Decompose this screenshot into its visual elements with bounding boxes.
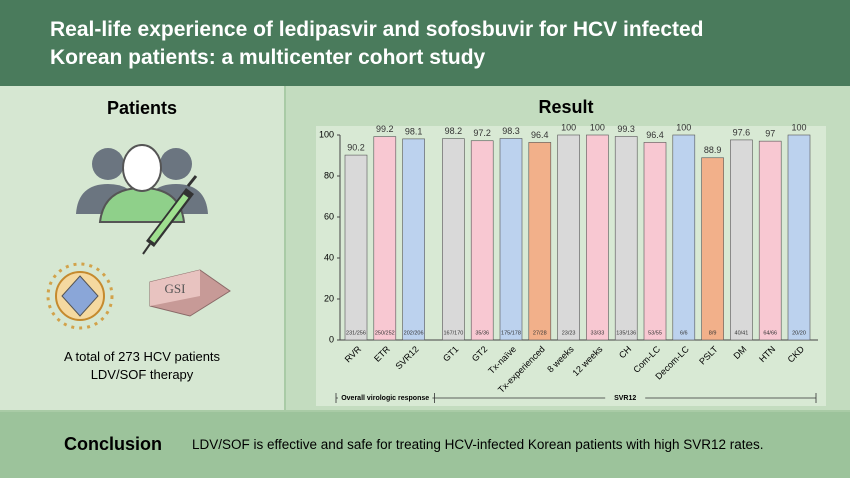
count-label: 27/28 <box>533 330 547 336</box>
chart: Result 02040608010090.2231/256RVR99.2250… <box>316 97 826 406</box>
conclusion-heading: Conclusion <box>64 434 162 454</box>
count-label: 8/9 <box>709 330 717 336</box>
bar <box>787 134 811 341</box>
value-label: 96.4 <box>646 130 664 140</box>
y-tick-label: 0 <box>329 334 334 344</box>
value-label: 100 <box>676 122 691 132</box>
caption-line: LDV/SOF therapy <box>90 367 194 382</box>
y-tick-label: 20 <box>324 293 334 303</box>
caption: A total of 273 HCV patients LDV/SOF ther… <box>0 348 284 384</box>
title-line: Real-life experience of ledipasvir and s… <box>50 18 704 41</box>
value-label: 100 <box>791 122 806 132</box>
title-line: Korean patients: a multicenter cohort st… <box>50 46 486 69</box>
pill-icon <box>149 269 231 317</box>
icons: GSI <box>46 144 231 330</box>
bar <box>643 142 667 341</box>
bar <box>402 138 425 341</box>
y-tick-label: 40 <box>324 252 334 262</box>
bar <box>442 138 465 341</box>
syringe-icon <box>142 175 198 255</box>
bar <box>614 136 638 341</box>
count-label: 202/206 <box>404 330 424 336</box>
count-label: 40/41 <box>735 330 749 336</box>
value-label: 99.3 <box>617 124 635 134</box>
y-tick-label: 80 <box>324 170 334 180</box>
value-label: 96.4 <box>531 130 549 140</box>
value-label: 98.2 <box>445 126 463 136</box>
patients-panel: Patients GSI A total of 273 HCV patients… <box>0 86 284 410</box>
count-label: 6/6 <box>680 330 688 336</box>
bar <box>470 140 494 341</box>
y-tick-label: 100 <box>319 129 334 139</box>
count-label: 175/178 <box>501 330 521 336</box>
bar <box>499 138 523 341</box>
group-label: SVR12 <box>614 395 636 402</box>
value-label: 97.6 <box>733 127 751 137</box>
value-label: 99.2 <box>376 124 394 134</box>
count-label: 33/33 <box>591 330 605 336</box>
group-label-bg <box>605 393 646 403</box>
value-label: 100 <box>561 122 576 132</box>
virus-icon <box>46 262 114 330</box>
bar <box>701 157 724 341</box>
count-label: 135/136 <box>616 330 636 336</box>
bar <box>672 134 696 341</box>
bar <box>528 142 552 341</box>
conclusion-text: LDV/SOF is effective and safe for treati… <box>192 437 764 452</box>
count-label: 53/55 <box>648 330 662 336</box>
value-label: 88.9 <box>704 145 722 155</box>
count-label: 231/256 <box>346 330 366 336</box>
group-label-bg <box>338 393 433 403</box>
result-panel: Result 0 20 40 60 80 100 90.2 231/256 RVR 99.2 250… <box>286 86 850 410</box>
y-tick-label: 60 <box>324 211 334 221</box>
caption-line: A total of 273 HCV patients <box>63 349 221 364</box>
value-label: 100 <box>590 122 605 132</box>
value-label: 98.3 <box>502 126 520 136</box>
value-label: 98.1 <box>405 126 423 136</box>
count-label: 167/170 <box>443 330 463 336</box>
count-label: 35/36 <box>475 330 489 336</box>
count-label: 64/66 <box>763 330 777 336</box>
count-label: 20/20 <box>792 330 806 336</box>
value-label: 90.2 <box>347 142 365 152</box>
bar <box>344 154 368 341</box>
bar <box>373 136 397 341</box>
chart-title: Result <box>538 97 593 117</box>
value-label: 97.2 <box>473 128 491 138</box>
value-label: 97 <box>765 129 775 139</box>
pill-label: GSI <box>165 281 186 296</box>
bar <box>730 139 753 341</box>
conclusion: Conclusion LDV/SOF is effective and safe… <box>0 412 850 478</box>
bar <box>758 140 782 341</box>
bar <box>586 134 609 341</box>
count-label: 250/252 <box>375 330 395 336</box>
panel-heading: Patients <box>106 98 178 118</box>
group-label: Overall virologic response <box>341 395 429 402</box>
people-icon <box>76 144 208 223</box>
count-label: 23/23 <box>562 330 576 336</box>
header: Real-life experience of ledipasvir and s… <box>0 0 850 86</box>
bar <box>557 134 580 341</box>
